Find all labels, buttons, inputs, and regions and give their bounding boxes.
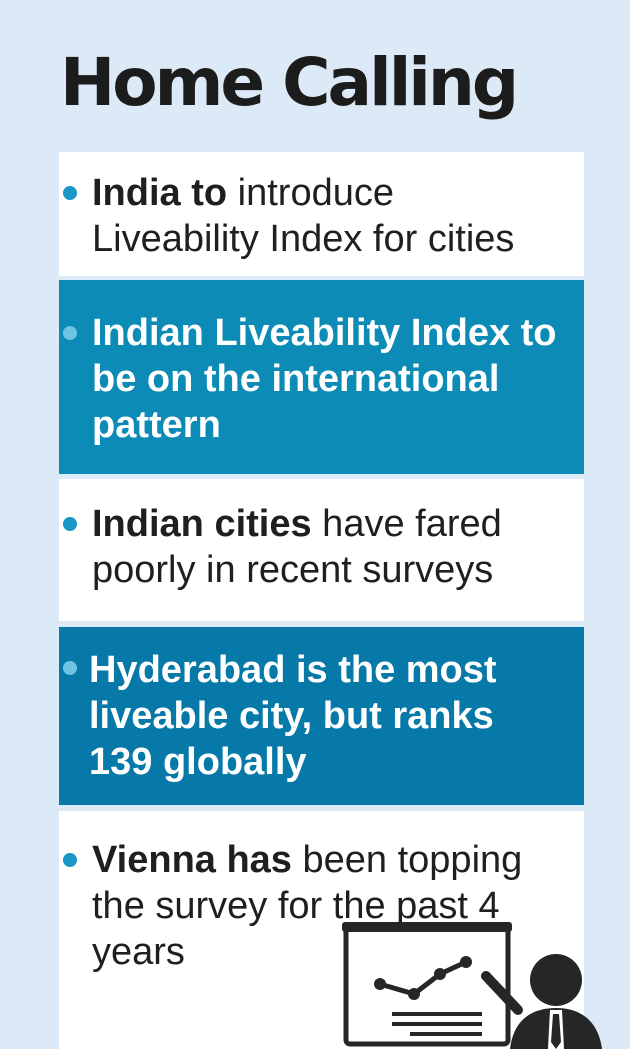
bullet-icon	[63, 661, 77, 675]
presenter-with-chart-board-icon	[342, 922, 602, 1049]
list-item: Indian cities have fared poorly in recen…	[59, 479, 584, 621]
page-title: Home Calling	[60, 44, 519, 121]
item-text: Indian Liveability Index to be on the in…	[92, 312, 557, 446]
item-text: India to introduce Liveability Index for…	[92, 172, 515, 260]
item-text: Indian cities have fared poorly in recen…	[92, 503, 502, 591]
list-item: India to introduce Liveability Index for…	[59, 152, 584, 276]
bullet-icon	[63, 853, 77, 867]
item-text: Vienna has been topping the survey for t…	[92, 839, 523, 973]
list-item: Hyderabad is the most liveable city, but…	[59, 627, 584, 805]
bullet-icon	[63, 517, 77, 531]
bullet-icon	[63, 326, 77, 340]
item-text: Hyderabad is the most liveable city, but…	[89, 649, 497, 783]
list-item: Indian Liveability Index to be on the in…	[59, 280, 584, 474]
bullet-icon	[63, 186, 77, 200]
